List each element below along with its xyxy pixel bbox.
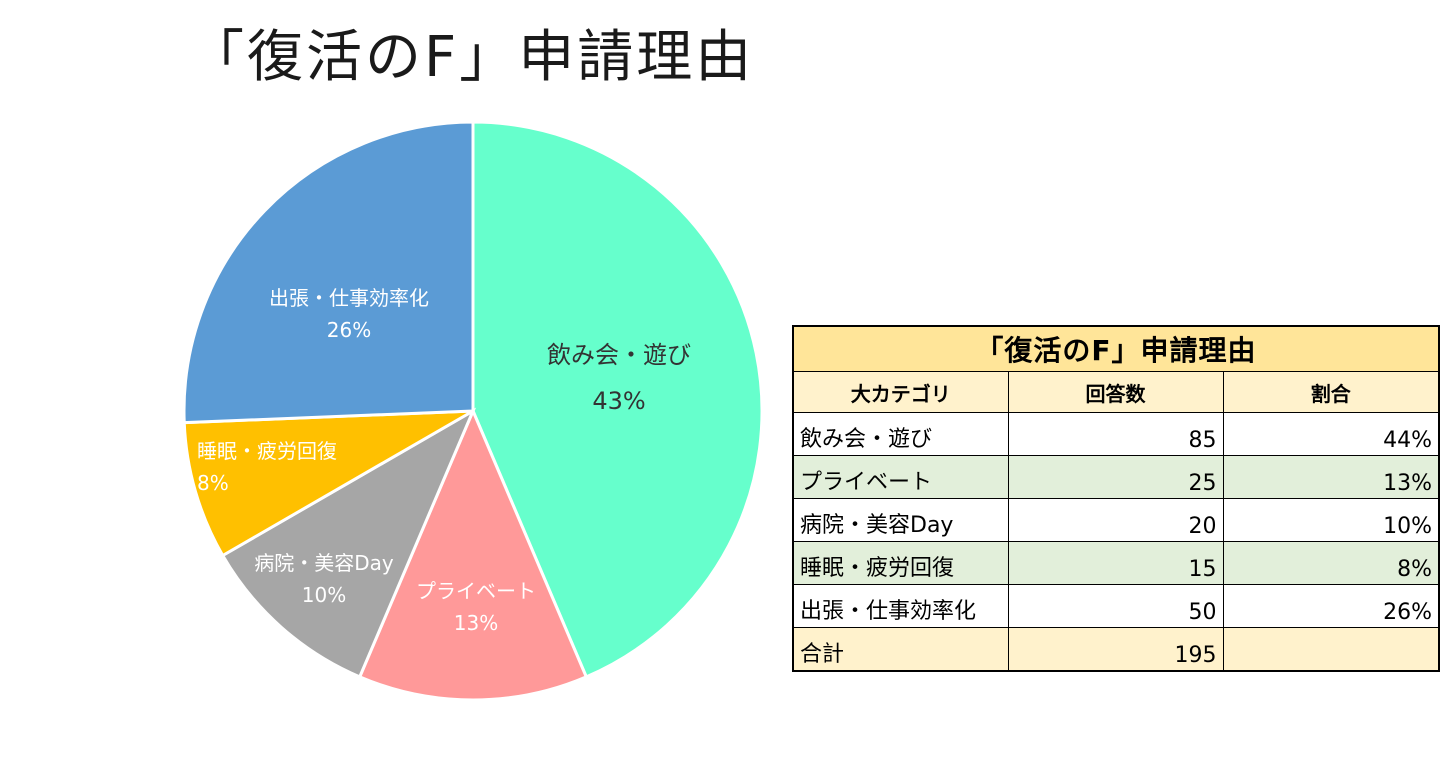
row-ratio: 13% [1222,455,1440,499]
table-title: 「復活のF」申請理由 [792,325,1440,372]
table-row: 睡眠・疲労回復 15 8% [792,541,1440,585]
pie-slice-3 [182,409,474,558]
row-category: 飲み会・遊び [792,412,1009,456]
summary-table: 「復活のF」申請理由 大カテゴリ 回答数 割合 飲み会・遊び 85 44% プラ… [792,325,1440,672]
row-category: 病院・美容Day [792,498,1009,542]
total-count: 195 [1007,627,1224,672]
header-count: 回答数 [1007,371,1224,413]
row-category: 睡眠・疲労回復 [792,541,1009,585]
row-count: 50 [1007,584,1224,628]
row-count: 20 [1007,498,1224,542]
row-ratio: 10% [1222,498,1440,542]
header-category: 大カテゴリ [792,371,1009,413]
slice-label-4: 出張・仕事効率化 26% [269,286,429,342]
total-ratio [1222,627,1440,672]
row-ratio: 26% [1222,584,1440,628]
header-ratio: 割合 [1222,371,1440,413]
pie-slice-1 [357,407,589,702]
table-row: 出張・仕事効率化 50 26% [792,584,1440,628]
table-row: プライベート 25 13% [792,455,1440,499]
slice-label-2: 病院・美容Day 10% [254,551,394,607]
total-label: 合計 [792,627,1009,672]
chart-title: 「復活のF」申請理由 [188,25,755,90]
row-category: プライベート [792,455,1009,499]
row-category: 出張・仕事効率化 [792,584,1009,628]
table-row: 病院・美容Day 20 10% [792,498,1440,542]
row-ratio: 44% [1222,412,1440,456]
row-ratio: 8% [1222,541,1440,585]
row-count: 15 [1007,541,1224,585]
slice-label-0: 飲み会・遊び 43% [547,341,691,415]
table-row: 飲み会・遊び 85 44% [792,412,1440,456]
pie-slice-4 [182,120,475,425]
slice-label-3: 睡眠・疲労回復 8% [197,439,337,495]
slice-label-1: プライベート 13% [416,579,536,635]
pie-slice-2 [220,407,477,679]
row-count: 25 [1007,455,1224,499]
row-count: 85 [1007,412,1224,456]
pie-slice-0 [471,120,764,679]
table-total-row: 合計 195 [792,627,1440,672]
